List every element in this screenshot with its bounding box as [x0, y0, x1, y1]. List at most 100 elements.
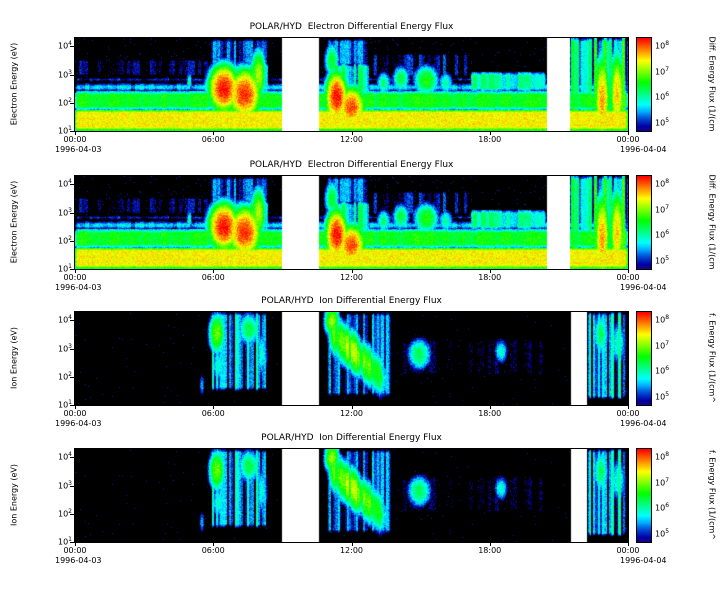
x-tick-mark	[489, 543, 491, 546]
y-tick-mark	[70, 240, 74, 242]
colorbar-tick-label: 105	[655, 391, 670, 402]
x-tick-label: 00:00	[63, 135, 87, 144]
x-tick-mark	[75, 406, 76, 409]
x-tick-label: 18:00	[478, 546, 502, 555]
x-tick-label: 12:00	[339, 409, 364, 418]
y-axis-label: Ion Energy (eV)	[9, 463, 19, 527]
y-tick-label: 101	[57, 263, 72, 274]
colorbar	[636, 37, 652, 132]
panel-electron-flux-2: POLAR/HYD Electron Differential Energy F…	[0, 156, 722, 293]
y-tick-label: 104	[57, 178, 72, 190]
y-tick-label: 104	[57, 314, 72, 326]
y-tick-mark	[70, 405, 74, 406]
x-tick-mark	[489, 132, 491, 135]
x-tick-label: 12:00	[339, 135, 364, 144]
colorbar	[636, 448, 652, 543]
y-tick-mark	[70, 348, 74, 350]
y-tick-mark	[70, 46, 74, 48]
colorbar-gradient-canvas	[637, 176, 651, 269]
x-tick-label: 00:00	[63, 273, 87, 282]
x-tick-label: 06:00	[201, 273, 225, 282]
colorbar-tick-label: 108	[655, 313, 670, 325]
y-tick-label: 104	[57, 40, 72, 52]
x-axis-date-right: 1996-04-04	[620, 419, 667, 428]
panel-ion-flux-1: POLAR/HYD Ion Differential Energy Flux I…	[0, 292, 722, 429]
y-axis-label: Electron Energy (eV)	[9, 42, 19, 126]
colorbar-tick-label: 107	[655, 476, 670, 488]
x-tick-mark	[213, 543, 215, 546]
x-axis-date-right: 1996-04-04	[620, 283, 667, 292]
x-tick-mark	[213, 132, 215, 135]
spectrogram-canvas	[75, 176, 628, 269]
colorbar-tick-label: 106	[655, 365, 670, 377]
y-tick-mark	[70, 513, 74, 515]
colorbar-tick-label: 107	[655, 203, 670, 215]
y-tick-mark	[70, 212, 74, 214]
x-tick-label: 12:00	[339, 273, 364, 282]
y-tick-mark	[70, 102, 74, 104]
colorbar-label: Diff. Energy Flux (1/(cm	[707, 36, 717, 132]
y-tick-label: 102	[57, 234, 72, 246]
y-axis-label: Ion Energy (eV)	[9, 326, 19, 390]
y-tick-label: 102	[57, 507, 72, 519]
x-tick-mark	[75, 270, 76, 273]
y-tick-label: 102	[57, 96, 72, 108]
y-tick-mark	[70, 376, 74, 378]
y-tick-mark	[70, 457, 74, 459]
spectrogram-plot	[74, 37, 629, 132]
x-axis-date-right: 1996-04-04	[620, 556, 667, 565]
y-tick-label: 101	[57, 125, 72, 136]
y-tick-mark	[70, 131, 74, 132]
x-tick-mark	[628, 270, 629, 273]
y-tick-label: 101	[57, 399, 72, 410]
x-tick-label: 18:00	[478, 409, 502, 418]
colorbar-tick-label: 108	[655, 39, 670, 51]
x-tick-label: 06:00	[201, 409, 225, 418]
x-tick-mark	[213, 270, 215, 273]
y-tick-mark	[70, 74, 74, 76]
x-tick-mark	[75, 132, 76, 135]
spectrogram-canvas	[75, 449, 628, 542]
colorbar-tick-label: 108	[655, 177, 670, 189]
colorbar-label: f. Energy Flux (1/(cm^	[707, 450, 717, 540]
colorbar-tick-label: 107	[655, 65, 670, 77]
x-tick-mark	[628, 132, 629, 135]
panel-title: POLAR/HYD Ion Differential Energy Flux	[261, 296, 442, 306]
x-axis-date-left: 1996-04-03	[55, 283, 102, 292]
panel-ion-flux-2: POLAR/HYD Ion Differential Energy Flux I…	[0, 429, 722, 566]
x-tick-mark	[351, 406, 353, 409]
colorbar-tick-label: 106	[655, 91, 670, 103]
x-tick-label: 12:00	[339, 546, 364, 555]
x-tick-label: 06:00	[201, 135, 225, 144]
y-axis-label: Electron Energy (eV)	[9, 180, 19, 264]
x-axis-date-left: 1996-04-03	[55, 145, 102, 154]
y-tick-label: 102	[57, 370, 72, 382]
colorbar-tick-label: 105	[655, 117, 670, 128]
x-axis-date-left: 1996-04-03	[55, 556, 102, 565]
y-tick-mark	[70, 485, 74, 487]
spectrogram-canvas	[75, 38, 628, 131]
spectrogram-plot	[74, 175, 629, 270]
colorbar-gradient-canvas	[637, 449, 651, 542]
colorbar	[636, 311, 652, 406]
x-axis-date-right: 1996-04-04	[620, 145, 667, 154]
x-tick-mark	[628, 406, 629, 409]
colorbar-label: f. Energy Flux (1/(cm^	[707, 313, 717, 403]
panel-title: POLAR/HYD Ion Differential Energy Flux	[261, 433, 442, 443]
x-tick-label: 00:00	[616, 546, 640, 555]
spectrogram-plot	[74, 448, 629, 543]
y-tick-mark	[70, 269, 74, 270]
x-tick-label: 00:00	[616, 135, 640, 144]
x-tick-mark	[489, 406, 491, 409]
x-axis-date-left: 1996-04-03	[55, 419, 102, 428]
y-tick-label: 103	[57, 68, 72, 80]
x-tick-label: 00:00	[63, 546, 87, 555]
colorbar-tick-label: 108	[655, 450, 670, 462]
colorbar-tick-label: 105	[655, 255, 670, 266]
colorbar-tick-label: 106	[655, 502, 670, 514]
x-tick-mark	[489, 270, 491, 273]
colorbar-tick-label: 107	[655, 339, 670, 351]
x-tick-label: 00:00	[63, 409, 87, 418]
x-tick-mark	[213, 406, 215, 409]
x-tick-label: 18:00	[478, 273, 502, 282]
